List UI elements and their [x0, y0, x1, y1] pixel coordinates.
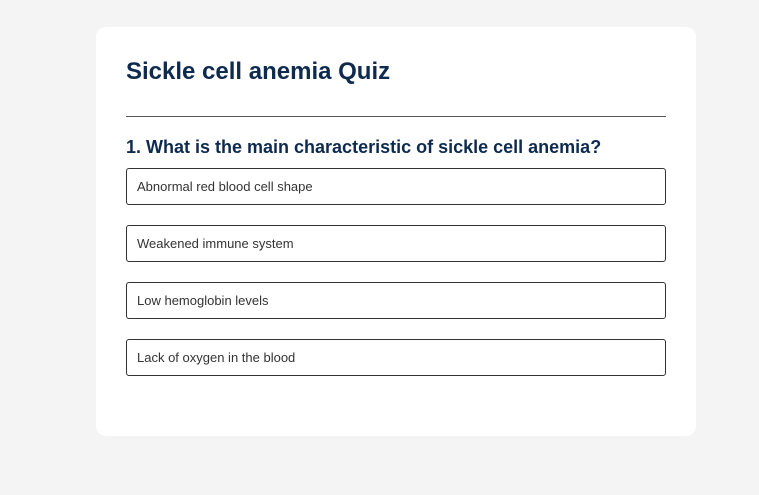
- answer-option-2[interactable]: Weakened immune system: [126, 225, 666, 262]
- question-text: 1. What is the main characteristic of si…: [126, 137, 602, 157]
- answer-option-3[interactable]: Low hemoglobin levels: [126, 282, 666, 319]
- title-divider: [126, 116, 666, 117]
- answer-options: Abnormal red blood cell shape Weakened i…: [126, 168, 666, 396]
- quiz-card: Sickle cell anemia Quiz 1. What is the m…: [96, 27, 696, 436]
- quiz-title: Sickle cell anemia Quiz: [126, 58, 391, 85]
- answer-option-1[interactable]: Abnormal red blood cell shape: [126, 168, 666, 205]
- answer-option-4[interactable]: Lack of oxygen in the blood: [126, 339, 666, 376]
